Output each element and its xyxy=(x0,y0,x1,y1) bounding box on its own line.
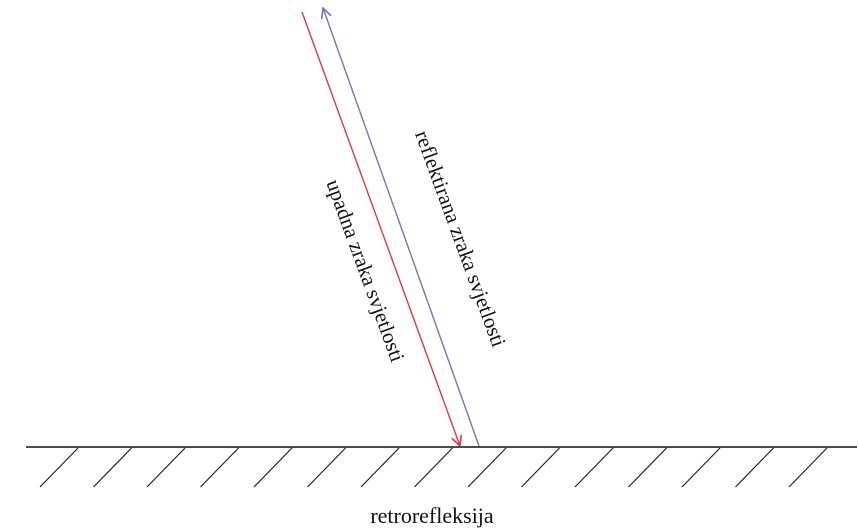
hatch-mark xyxy=(574,447,614,488)
diagram-caption: retrorefleksija xyxy=(370,503,494,528)
incident-ray xyxy=(301,11,460,446)
hatch-mark xyxy=(39,447,79,488)
hatch-mark xyxy=(414,447,453,488)
hatch-mark xyxy=(788,447,828,488)
surface-hatching xyxy=(39,447,828,488)
hatch-mark xyxy=(307,447,346,488)
hatch-mark xyxy=(628,447,667,488)
hatch-mark xyxy=(735,447,774,488)
hatch-mark xyxy=(681,447,721,488)
reflected-ray-label: reflektirana zraka svjetlosti xyxy=(410,127,511,350)
hatch-mark xyxy=(200,447,239,488)
hatch-mark xyxy=(93,447,132,488)
hatch-mark xyxy=(253,447,293,488)
hatch-mark xyxy=(146,447,186,488)
hatch-mark xyxy=(360,447,400,488)
hatch-mark xyxy=(521,447,560,488)
hatch-mark xyxy=(467,447,507,488)
reflected-ray xyxy=(323,8,480,447)
